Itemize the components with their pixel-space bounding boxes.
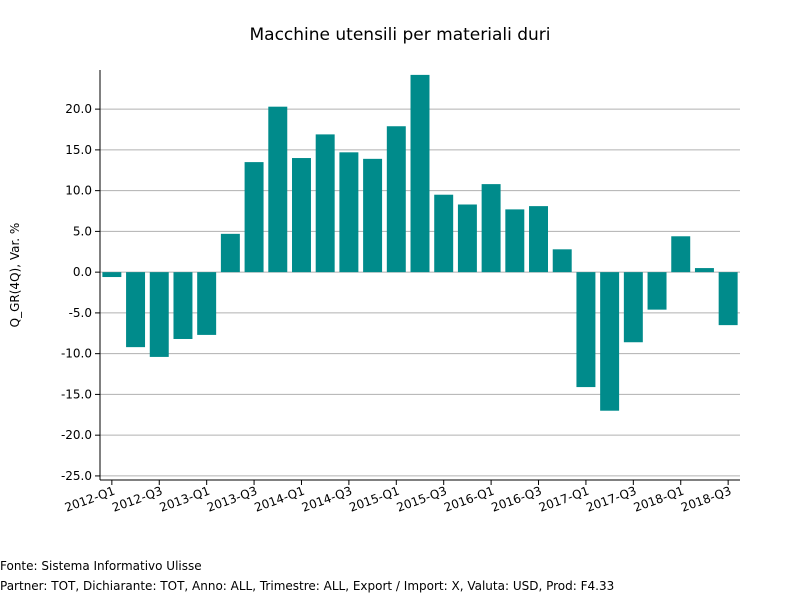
bar — [576, 272, 596, 388]
bar — [220, 233, 240, 273]
x-tick-label: 2014-Q3 — [300, 484, 354, 515]
x-tick-label: 2013-Q1 — [158, 484, 212, 515]
x-tick-label: 2018-Q3 — [679, 484, 733, 515]
y-tick-label: 0.0 — [73, 265, 92, 279]
bar — [647, 272, 667, 310]
x-tick-label: 2012-Q1 — [63, 484, 117, 515]
bar — [268, 106, 288, 273]
bar — [694, 268, 714, 273]
y-tick-label: -20.0 — [61, 428, 92, 442]
y-tick-label: 20.0 — [65, 102, 92, 116]
bar — [149, 272, 169, 357]
x-tick-label: 2014-Q1 — [252, 484, 306, 515]
x-tick-label: 2015-Q3 — [395, 484, 449, 515]
source-note: Fonte: Sistema Informativo Ulisse — [0, 559, 202, 573]
bar — [505, 209, 525, 273]
x-tick-label: 2013-Q3 — [205, 484, 259, 515]
bar — [126, 272, 146, 348]
bar — [623, 272, 643, 343]
bar — [671, 236, 691, 273]
bar — [529, 206, 548, 273]
bar — [339, 152, 359, 273]
x-tick-label: 2012-Q3 — [110, 484, 164, 515]
bar — [315, 134, 335, 273]
y-tick-label: 10.0 — [65, 184, 92, 198]
x-tick-label: 2017-Q3 — [584, 484, 638, 515]
x-tick-label: 2017-Q1 — [537, 484, 591, 515]
bar — [363, 158, 383, 273]
bar — [102, 272, 122, 278]
y-tick-label: -5.0 — [69, 306, 92, 320]
bar — [292, 158, 311, 273]
chart-title: Macchine utensili per materiali duri — [249, 25, 550, 45]
x-tick-label: 2015-Q1 — [347, 484, 401, 515]
y-tick-label: -25.0 — [61, 469, 92, 483]
bar — [481, 184, 501, 273]
bar — [197, 272, 217, 335]
y-axis-label: Q_GR(4Q), Var. % — [8, 223, 22, 328]
y-tick-label: -10.0 — [61, 347, 92, 361]
bar — [457, 204, 477, 273]
x-tick-label: 2016-Q3 — [490, 484, 544, 515]
bar — [434, 194, 454, 273]
bar — [173, 272, 193, 339]
x-tick-label: 2018-Q1 — [632, 484, 686, 515]
bar — [386, 126, 406, 273]
footnote: Partner: TOT, Dichiarante: TOT, Anno: AL… — [0, 579, 614, 593]
bar — [552, 249, 572, 273]
bar — [718, 272, 738, 326]
bar — [410, 74, 430, 273]
bar — [600, 272, 620, 411]
x-tick-label: 2016-Q1 — [442, 484, 496, 515]
bar — [244, 162, 264, 273]
y-tick-label: 5.0 — [73, 224, 92, 238]
y-tick-label: -15.0 — [61, 387, 92, 401]
y-tick-label: 15.0 — [65, 143, 92, 157]
